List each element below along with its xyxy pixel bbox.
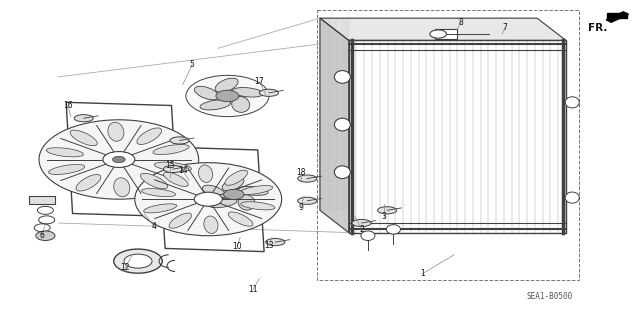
Ellipse shape bbox=[108, 122, 124, 141]
Ellipse shape bbox=[298, 175, 317, 182]
Ellipse shape bbox=[114, 178, 130, 197]
Circle shape bbox=[194, 175, 273, 214]
Text: 13: 13 bbox=[264, 241, 274, 250]
Text: 6: 6 bbox=[40, 231, 45, 240]
Ellipse shape bbox=[228, 212, 253, 226]
Circle shape bbox=[430, 30, 447, 38]
Text: 18: 18 bbox=[296, 168, 305, 177]
Ellipse shape bbox=[232, 87, 263, 97]
Ellipse shape bbox=[141, 189, 175, 197]
Ellipse shape bbox=[200, 100, 230, 110]
Ellipse shape bbox=[334, 118, 350, 131]
Text: 11: 11 bbox=[248, 285, 258, 294]
Ellipse shape bbox=[222, 177, 244, 191]
Ellipse shape bbox=[202, 185, 226, 198]
Text: 3: 3 bbox=[381, 212, 387, 221]
Circle shape bbox=[103, 152, 135, 167]
Circle shape bbox=[113, 156, 125, 163]
Ellipse shape bbox=[164, 166, 182, 173]
Polygon shape bbox=[607, 13, 627, 18]
Ellipse shape bbox=[70, 130, 97, 146]
Ellipse shape bbox=[232, 97, 250, 112]
Ellipse shape bbox=[74, 115, 93, 122]
Polygon shape bbox=[320, 18, 349, 233]
Ellipse shape bbox=[164, 172, 188, 187]
Text: SEA1-B0500: SEA1-B0500 bbox=[527, 292, 573, 300]
Polygon shape bbox=[606, 12, 628, 22]
Circle shape bbox=[135, 163, 282, 236]
Circle shape bbox=[223, 189, 244, 199]
Text: 8: 8 bbox=[458, 19, 463, 27]
Ellipse shape bbox=[361, 231, 375, 241]
Text: FR.: FR. bbox=[588, 23, 607, 33]
Ellipse shape bbox=[140, 173, 168, 189]
Text: 9: 9 bbox=[298, 203, 303, 211]
Ellipse shape bbox=[241, 202, 275, 210]
Ellipse shape bbox=[334, 70, 350, 83]
Bar bbox=[435, 29, 458, 39]
Ellipse shape bbox=[239, 186, 273, 195]
Text: 17: 17 bbox=[255, 77, 264, 86]
Circle shape bbox=[216, 90, 239, 102]
Ellipse shape bbox=[334, 166, 350, 179]
Ellipse shape bbox=[49, 164, 84, 174]
Text: 16: 16 bbox=[63, 101, 72, 110]
Bar bbox=[317, 10, 579, 280]
Ellipse shape bbox=[207, 198, 237, 208]
Text: 14: 14 bbox=[178, 166, 188, 175]
Ellipse shape bbox=[215, 78, 238, 92]
Ellipse shape bbox=[266, 239, 285, 246]
Ellipse shape bbox=[170, 137, 189, 144]
Circle shape bbox=[114, 249, 163, 273]
Ellipse shape bbox=[76, 174, 101, 191]
Ellipse shape bbox=[154, 162, 191, 171]
Ellipse shape bbox=[259, 89, 278, 96]
Text: 4: 4 bbox=[152, 222, 156, 231]
Ellipse shape bbox=[143, 204, 177, 213]
Bar bbox=[29, 196, 55, 204]
Circle shape bbox=[124, 254, 152, 268]
Ellipse shape bbox=[169, 213, 191, 228]
Text: 1: 1 bbox=[420, 269, 424, 278]
Text: 2: 2 bbox=[359, 225, 364, 234]
Ellipse shape bbox=[565, 192, 579, 203]
Ellipse shape bbox=[198, 165, 212, 182]
Ellipse shape bbox=[195, 86, 219, 100]
Ellipse shape bbox=[137, 128, 162, 145]
Ellipse shape bbox=[238, 187, 268, 195]
Text: 7: 7 bbox=[503, 23, 508, 32]
Circle shape bbox=[194, 192, 222, 206]
Ellipse shape bbox=[46, 148, 83, 157]
Circle shape bbox=[186, 75, 269, 117]
Ellipse shape bbox=[238, 195, 255, 210]
Ellipse shape bbox=[225, 170, 248, 185]
Circle shape bbox=[36, 231, 55, 241]
Text: 10: 10 bbox=[232, 242, 242, 251]
Polygon shape bbox=[320, 18, 566, 41]
Text: 12: 12 bbox=[120, 263, 130, 272]
Ellipse shape bbox=[153, 145, 189, 155]
Text: 5: 5 bbox=[190, 60, 195, 69]
Ellipse shape bbox=[565, 97, 579, 108]
Ellipse shape bbox=[298, 197, 317, 204]
Ellipse shape bbox=[352, 219, 371, 226]
Ellipse shape bbox=[204, 216, 218, 234]
Ellipse shape bbox=[378, 207, 397, 214]
Circle shape bbox=[39, 120, 198, 199]
Text: 15: 15 bbox=[165, 161, 175, 170]
Ellipse shape bbox=[387, 225, 401, 234]
